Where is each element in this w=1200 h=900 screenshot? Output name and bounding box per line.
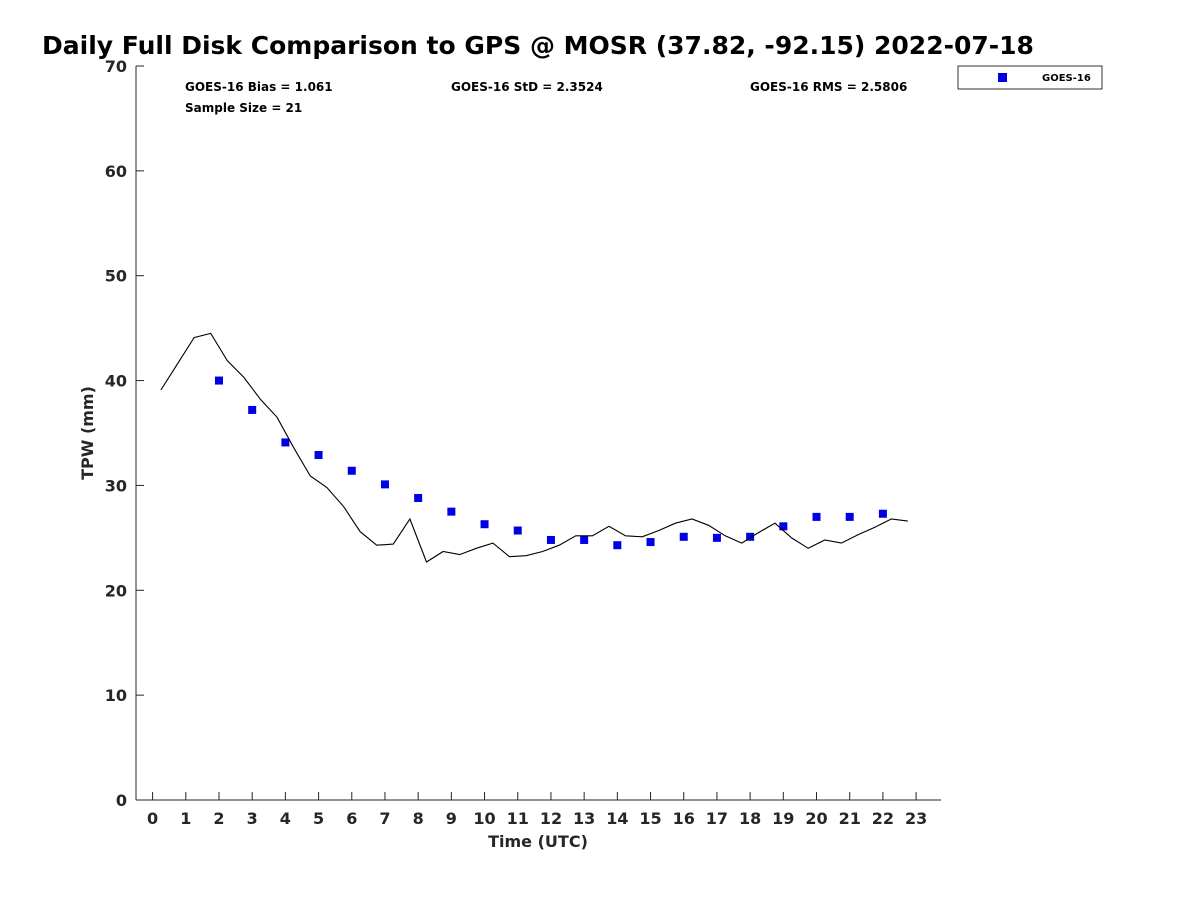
goes16-point [480,520,489,529]
y-tick-label: 0 [116,791,127,810]
y-ticks: 0 10 20 30 40 50 60 70 [105,57,144,810]
legend-box [957,65,1103,90]
sample-size-stat: Sample Size = 21 [185,101,302,115]
legend-label-goes16: GOES-16 [1042,73,1091,84]
legend: GOES-16 [957,65,1103,90]
goes16-point [347,466,356,475]
x-tick-label: 2 [213,809,224,828]
x-tick-label: 22 [872,809,894,828]
goes16-point [845,512,854,521]
goes16-point [812,512,821,521]
goes16-point [746,532,755,541]
x-tick-label: 6 [346,809,357,828]
chart-title: Daily Full Disk Comparison to GPS @ MOSR… [42,31,1034,60]
goes16-point [546,535,555,544]
axes [135,66,941,801]
rms-stat: GOES-16 RMS = 2.5806 [750,80,907,94]
x-tick-label: 7 [379,809,390,828]
y-axis-label: TPW (mm) [78,386,97,480]
x-tick-label: 9 [446,809,457,828]
x-tick-label: 20 [805,809,827,828]
gps-line [160,332,908,563]
legend-marker-goes16 [998,73,1007,82]
y-tick-label: 60 [105,162,127,181]
goes16-point [712,533,721,542]
goes16-point [314,451,323,460]
x-tick-label: 0 [147,809,158,828]
x-tick-label: 21 [839,809,861,828]
x-tick-label: 10 [473,809,495,828]
y-tick-label: 30 [105,476,127,495]
goes16-point [248,405,257,414]
goes16-point [679,532,688,541]
x-tick-label: 15 [639,809,661,828]
goes16-point [613,541,622,550]
y-tick-label: 10 [105,686,127,705]
goes16-point [878,509,887,518]
goes16-point [447,507,456,516]
goes16-point [214,376,223,385]
x-tick-label: 4 [280,809,291,828]
goes16-point [779,522,788,531]
x-ticks: 0 1 2 3 4 5 6 7 8 9 10 11 12 13 14 15 16 17 18 19 20 21 22 23 [147,792,927,828]
x-tick-label: 18 [739,809,761,828]
x-tick-label: 1 [180,809,191,828]
goes16-point [646,538,655,547]
x-tick-label: 14 [606,809,628,828]
y-tick-label: 70 [105,57,127,76]
y-tick-label: 20 [105,581,127,600]
bias-stat: GOES-16 Bias = 1.061 [185,80,333,94]
x-tick-label: 11 [507,809,529,828]
y-tick-label: 50 [105,267,127,286]
x-tick-label: 3 [247,809,258,828]
x-tick-label: 19 [772,809,794,828]
goes16-point [580,535,589,544]
y-tick-label: 40 [105,372,127,391]
x-tick-label: 13 [573,809,595,828]
x-tick-label: 16 [673,809,695,828]
goes16-point [414,494,423,503]
goes16-point [380,480,389,489]
goes16-point [281,438,290,447]
std-stat: GOES-16 StD = 2.3524 [451,80,603,94]
series [160,332,908,563]
x-tick-label: 12 [540,809,562,828]
x-tick-label: 8 [413,809,424,828]
x-tick-label: 17 [706,809,728,828]
x-axis-label: Time (UTC) [488,832,588,851]
x-tick-label: 5 [313,809,324,828]
goes16-point [513,526,522,535]
x-tick-label: 23 [905,809,927,828]
